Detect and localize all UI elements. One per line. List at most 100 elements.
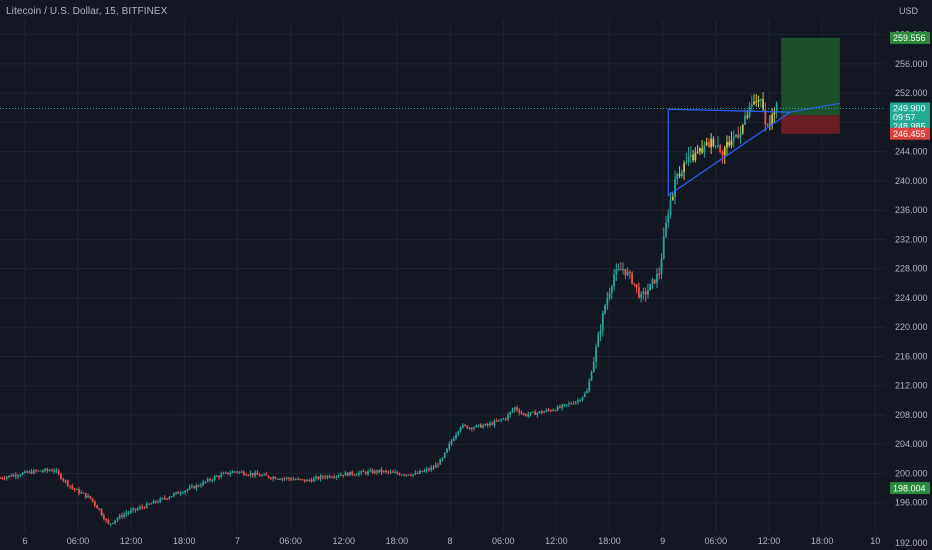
candle-body	[236, 471, 238, 473]
candle-body	[10, 475, 13, 477]
candle-body	[195, 485, 198, 489]
candle-body	[254, 472, 257, 476]
candle-body	[371, 470, 374, 474]
candle-body	[51, 470, 53, 472]
candle-body	[633, 283, 636, 285]
candle-body	[570, 403, 573, 405]
candle-body	[376, 470, 378, 473]
candle-body	[662, 236, 665, 259]
candle-body	[403, 474, 406, 476]
candle-body	[188, 487, 191, 490]
candle-body	[163, 497, 166, 499]
candle-body	[464, 424, 466, 426]
candle-body	[412, 474, 415, 476]
candle-body	[619, 268, 622, 271]
candle-body	[62, 478, 65, 481]
candle-body	[640, 293, 643, 298]
candle-body	[466, 425, 469, 429]
candle-body	[694, 152, 697, 161]
candle-body	[134, 508, 137, 510]
candle-body	[245, 474, 247, 476]
candle-body	[565, 404, 568, 406]
low-price-badge-bg	[890, 482, 930, 495]
candle-body	[181, 492, 184, 494]
candle-body	[680, 172, 683, 176]
candle-body	[166, 498, 168, 500]
y-tick-label: 244.000	[895, 147, 928, 157]
candle-body	[423, 470, 426, 472]
candle-body	[547, 409, 550, 411]
candle-body	[755, 101, 758, 103]
candle-body	[84, 493, 87, 498]
symbol-title[interactable]: Litecoin / U.S. Dollar, 15, BITFINEX	[6, 6, 168, 17]
candle-body	[615, 269, 618, 275]
candle-body	[543, 411, 545, 413]
candle-body	[696, 151, 699, 153]
candle-body	[748, 106, 751, 118]
candle-body	[527, 414, 530, 416]
x-tick-label: 6	[22, 536, 27, 546]
candle-body	[728, 141, 731, 146]
candle-body	[459, 427, 462, 432]
candle-body	[554, 410, 557, 412]
x-tick-label: 06:00	[705, 536, 728, 546]
candle-body	[224, 472, 227, 474]
candle-body	[37, 470, 40, 472]
candle-body	[669, 200, 672, 215]
candle-body	[17, 475, 19, 477]
candle-body	[200, 485, 202, 487]
candle-body	[215, 476, 218, 478]
candle-body	[450, 440, 453, 444]
candle-body	[482, 425, 485, 428]
candle-body	[656, 273, 658, 284]
candle-body	[116, 518, 119, 521]
candle-body	[419, 471, 421, 474]
candle-body	[489, 423, 491, 426]
candle-body	[44, 468, 47, 472]
candle-body	[256, 472, 259, 475]
candle-body	[242, 471, 245, 475]
candle-body	[130, 510, 132, 513]
candle-body	[5, 476, 8, 479]
candle-body	[12, 474, 15, 477]
candle-body	[364, 471, 367, 474]
candle-body	[525, 414, 527, 416]
candle-body	[299, 478, 302, 480]
candle-body	[735, 134, 737, 137]
candle-body	[744, 115, 746, 125]
candle-body	[549, 410, 552, 412]
candle-body	[647, 290, 649, 295]
candle-body	[698, 148, 701, 152]
candle-body	[473, 427, 476, 429]
candle-body	[369, 470, 372, 472]
candle-body	[202, 481, 205, 486]
candle-body	[249, 473, 252, 475]
candle-body	[184, 490, 187, 493]
candle-body	[504, 418, 507, 420]
x-tick-label: 12:00	[758, 536, 781, 546]
x-tick-label: 7	[235, 536, 240, 546]
candle-body	[355, 474, 358, 476]
candle-body	[726, 141, 728, 148]
candle-body	[753, 101, 755, 105]
candle-body	[114, 520, 117, 523]
currency-label[interactable]: USD	[898, 6, 918, 16]
candle-body	[161, 497, 164, 499]
candle-body	[231, 471, 234, 474]
candle-body	[613, 274, 615, 287]
candle-body	[638, 287, 640, 298]
candle-body	[69, 485, 71, 487]
candle-body	[35, 470, 38, 472]
candle-body	[145, 503, 148, 509]
candle-body	[540, 411, 543, 413]
candle-body	[475, 425, 478, 428]
x-tick-label: 18:00	[173, 536, 196, 546]
candle-body	[678, 174, 681, 176]
candle-body	[428, 469, 430, 471]
candle-body	[710, 138, 713, 148]
candle-body	[382, 470, 385, 473]
candle-body	[446, 448, 448, 453]
candle-body	[310, 480, 313, 482]
